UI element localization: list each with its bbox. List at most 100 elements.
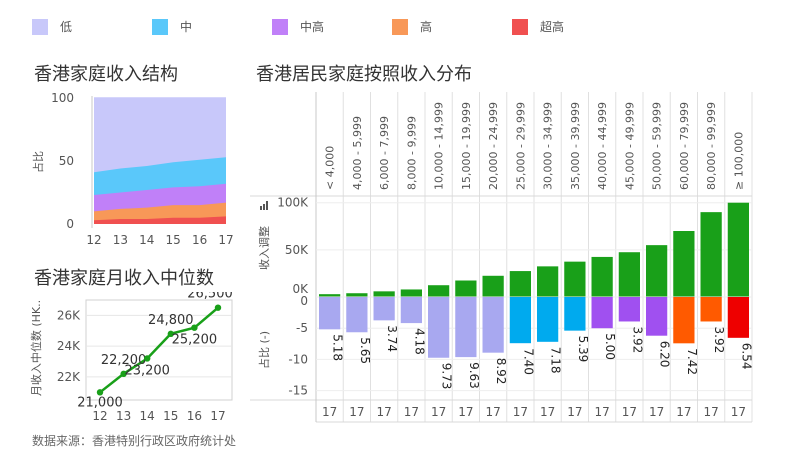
line-y-tick-label: 24K	[57, 339, 81, 353]
bar-lower-bar	[618, 297, 640, 322]
area-x-tick-label: 17	[218, 233, 233, 247]
bar-year-label: 17	[458, 405, 473, 419]
line-y-axis-label: 月收入中位数 (HK..	[29, 300, 43, 396]
line-x-tick-label: 16	[187, 409, 202, 423]
bar-category-label: 40,000 - 44,999	[596, 102, 609, 190]
legend-item-mid-high[interactable]: 中高	[272, 18, 324, 35]
bar-category-label: 4,000 - 5,999	[351, 116, 364, 190]
structure-area-chart: 0 50 100 占比 12 13 14 15 16 17	[31, 91, 234, 247]
bar-year-label: 17	[540, 405, 555, 419]
bar-lower-y-tick-label: -5	[296, 321, 308, 335]
bar-year-label: 17	[622, 405, 637, 419]
bar-upper-y-tick-label: 100K	[277, 196, 309, 210]
bar-lower-data-label: 4.18	[412, 328, 426, 355]
bar-upper-y-tick-label: 50K	[285, 243, 309, 257]
line-x-tick-label: 17	[210, 409, 225, 423]
bar-year-label: 17	[513, 405, 528, 419]
bar-lower-bar	[564, 297, 586, 331]
bar-lower-y-tick-label: -10	[288, 352, 308, 366]
area-x-tick-label: 13	[113, 233, 128, 247]
bar-upper-bar	[455, 280, 477, 297]
bar-upper-bar	[700, 212, 722, 297]
bar-year-label: 17	[649, 405, 664, 419]
bar-lower-data-label: 7.18	[549, 347, 563, 374]
area-y-axis-label: 占比	[31, 151, 45, 173]
legend-swatch-high	[392, 18, 408, 35]
legend-item-mid[interactable]: 中	[152, 18, 192, 35]
legend-swatch-mid-high	[272, 18, 288, 35]
bar-lower-data-label: 6.20	[658, 341, 672, 368]
distribution-chart-title: 香港居民家庭按照收入分布	[256, 64, 472, 85]
bar-lower-y-tick-label: -15	[288, 384, 308, 398]
legend-label-mid: 中	[180, 20, 193, 34]
bar-upper-bar	[509, 271, 531, 297]
bar-upper-bar	[373, 291, 395, 297]
bar-lower-data-label: 5.18	[331, 334, 345, 361]
bar-lower-bar	[455, 297, 477, 358]
line-point	[120, 370, 127, 378]
bar-upper-bar	[646, 245, 668, 297]
bar-lower-data-label: 7.40	[521, 348, 535, 375]
bar-upper-bar	[537, 266, 559, 297]
line-data-label: 23,200	[124, 363, 170, 378]
bar-lower-y-axis-label: 占比 (-)	[257, 331, 271, 369]
bar-upper-icon-bar	[263, 204, 265, 210]
bar-lower-bar	[428, 297, 450, 358]
bar-lower-data-label: 9.73	[440, 363, 454, 390]
line-x-tick-label: 12	[92, 409, 107, 423]
bar-year-label: 17	[676, 405, 691, 419]
bar-upper-bar	[346, 293, 368, 297]
bar-upper-bar	[618, 252, 640, 297]
area-y-tick-label: 50	[59, 154, 74, 168]
line-data-label: 24,800	[148, 313, 194, 328]
bar-upper-icon-bar	[260, 206, 262, 210]
area-y-tick-label: 100	[51, 91, 74, 105]
area-series-中	[94, 157, 226, 195]
legend-label-high: 高	[420, 20, 433, 34]
bar-year-label: 17	[703, 405, 718, 419]
area-series-中高	[94, 183, 226, 212]
line-x-tick-label: 15	[163, 409, 178, 423]
legend-swatch-mid	[152, 18, 168, 35]
bar-category-label: 15,000 - 19,999	[460, 102, 473, 190]
bar-upper-icon-bar	[266, 201, 268, 210]
bar-lower-bar	[373, 297, 395, 321]
legend-item-low[interactable]: 低	[32, 18, 72, 35]
bar-year-label: 17	[567, 405, 582, 419]
line-series-path	[99, 306, 219, 394]
bar-category-label: 8,000 - 9,999	[405, 116, 418, 190]
bar-lower-data-label: 7.42	[685, 348, 699, 375]
distribution-bar-chart: < 4,000 4,000 - 5,999 6,000 - 7,999 8,000 -…	[250, 92, 753, 423]
area-x-tick-label: 14	[139, 233, 154, 247]
legend-swatch-very-high	[512, 18, 528, 35]
bar-year-label: 17	[731, 405, 746, 419]
legend-item-very-high[interactable]: 超高	[512, 18, 564, 35]
bar-lower-data-label: 5.65	[358, 337, 372, 364]
bar-category-label: < 4,000	[324, 146, 337, 190]
bar-lower-data-label: 5.00	[603, 333, 617, 360]
line-x-tick-label: 14	[140, 409, 155, 423]
bar-lower-bar	[700, 297, 722, 322]
bar-lower-data-label: 6.54	[739, 343, 753, 370]
bar-year-label: 17	[376, 405, 391, 419]
bar-upper-y-axis-label: 收入调整	[257, 226, 271, 270]
line-plot-frame	[85, 299, 233, 401]
bar-upper-bar	[673, 231, 695, 297]
bar-lower-data-label: 3.74	[385, 325, 399, 352]
structure-chart-title: 香港家庭收入结构	[34, 64, 178, 85]
line-y-tick-label: 26K	[57, 308, 81, 322]
bar-lower-bar	[646, 297, 668, 336]
bar-category-label: 45,000 - 49,999	[623, 102, 636, 190]
area-series-高	[94, 202, 226, 221]
legend-item-high[interactable]: 高	[392, 18, 432, 35]
area-x-tick-label: 15	[166, 233, 181, 247]
median-chart-title: 香港家庭月收入中位数	[34, 268, 214, 289]
bar-lower-bar	[537, 297, 559, 342]
bar-category-label: ≥ 100,000	[732, 132, 745, 190]
bar-lower-data-label: 5.39	[576, 336, 590, 363]
bar-lower-bar	[400, 297, 422, 324]
area-y-tick-label: 0	[66, 217, 74, 231]
bar-upper-bar	[428, 285, 450, 297]
bar-year-label: 17	[431, 405, 446, 419]
line-data-label: 22,200	[101, 353, 147, 368]
